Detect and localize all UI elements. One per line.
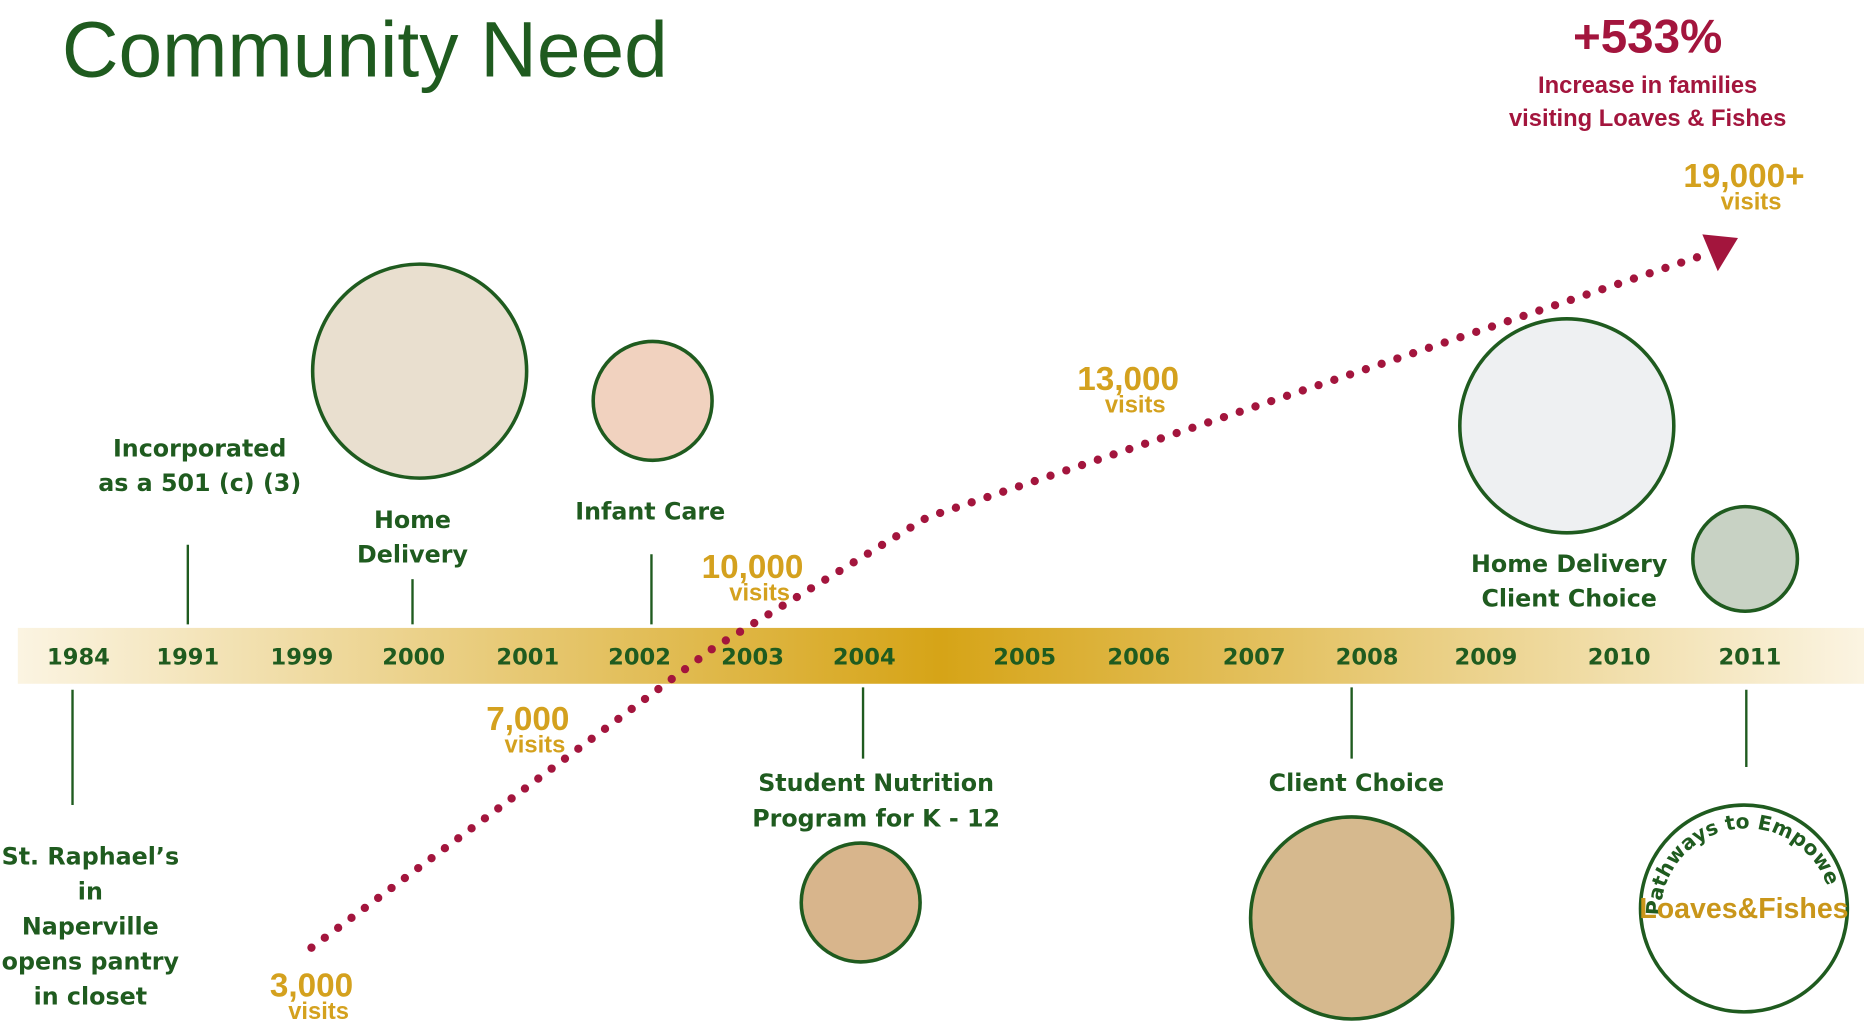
event-label: Delivery bbox=[357, 541, 468, 569]
year-label: 2004 bbox=[833, 645, 896, 671]
event-label: Infant Care bbox=[575, 498, 725, 526]
headline-caption: visiting Loaves & Fishes bbox=[1509, 105, 1786, 132]
photo-grocery bbox=[1251, 817, 1453, 1019]
event-label: in closet bbox=[34, 983, 148, 1011]
year-label: 2006 bbox=[1107, 645, 1170, 671]
photos: Pathways to Empowerment Loaves&Fishes bbox=[0, 0, 1849, 1019]
visits-unit: visits bbox=[1105, 392, 1166, 419]
headline-value: +533% bbox=[1573, 11, 1722, 64]
photo-infant bbox=[593, 341, 712, 460]
visits-unit: visits bbox=[505, 732, 566, 759]
photo-home-delivery bbox=[313, 264, 527, 478]
year-label: 2007 bbox=[1223, 645, 1286, 671]
visits-unit: visits bbox=[1721, 188, 1782, 215]
photo-lunch bbox=[801, 843, 920, 962]
event-label: Program for K - 12 bbox=[752, 804, 1000, 832]
event-label: Home bbox=[374, 506, 451, 534]
event-label: opens pantry bbox=[2, 948, 180, 976]
logo-name: Loaves&Fishes bbox=[1639, 893, 1848, 925]
visits-unit: visits bbox=[288, 998, 349, 1024]
year-label: 2001 bbox=[496, 645, 559, 671]
year-label: 2010 bbox=[1588, 645, 1651, 671]
event-label: Client Choice bbox=[1269, 769, 1444, 797]
slide: Community Need Pathways to Empowerment L… bbox=[0, 0, 1864, 1024]
event-label: Home Delivery bbox=[1471, 550, 1668, 578]
event-label: Naperville bbox=[22, 913, 159, 941]
year-label: 2009 bbox=[1455, 645, 1518, 671]
event-label: as a 501 (c) (3) bbox=[98, 469, 301, 497]
year-label: 2002 bbox=[608, 645, 671, 671]
year-label: 1999 bbox=[271, 645, 334, 671]
year-label: 1991 bbox=[156, 645, 219, 671]
page: {"title": "Community Need", "headline": … bbox=[0, 0, 1864, 1024]
year-label: 2003 bbox=[721, 645, 784, 671]
year-label: 2005 bbox=[993, 645, 1056, 671]
year-label: 2000 bbox=[382, 645, 445, 671]
event-label: in bbox=[78, 878, 103, 906]
event-label: Client Choice bbox=[1481, 585, 1656, 613]
event-label: Student Nutrition bbox=[758, 769, 994, 797]
photo-van bbox=[1460, 319, 1674, 533]
event-label: St. Raphael’s bbox=[2, 842, 180, 870]
year-label: 2008 bbox=[1336, 645, 1399, 671]
visits-unit: visits bbox=[729, 580, 790, 607]
arrow-head bbox=[1702, 234, 1738, 271]
photo-building bbox=[1693, 507, 1798, 612]
headline-caption: Increase in families bbox=[1538, 72, 1757, 99]
year-label: 1984 bbox=[47, 645, 110, 671]
year-label: 2011 bbox=[1718, 645, 1781, 671]
event-label: Incorporated bbox=[113, 435, 287, 463]
title: Community Need bbox=[62, 5, 668, 93]
